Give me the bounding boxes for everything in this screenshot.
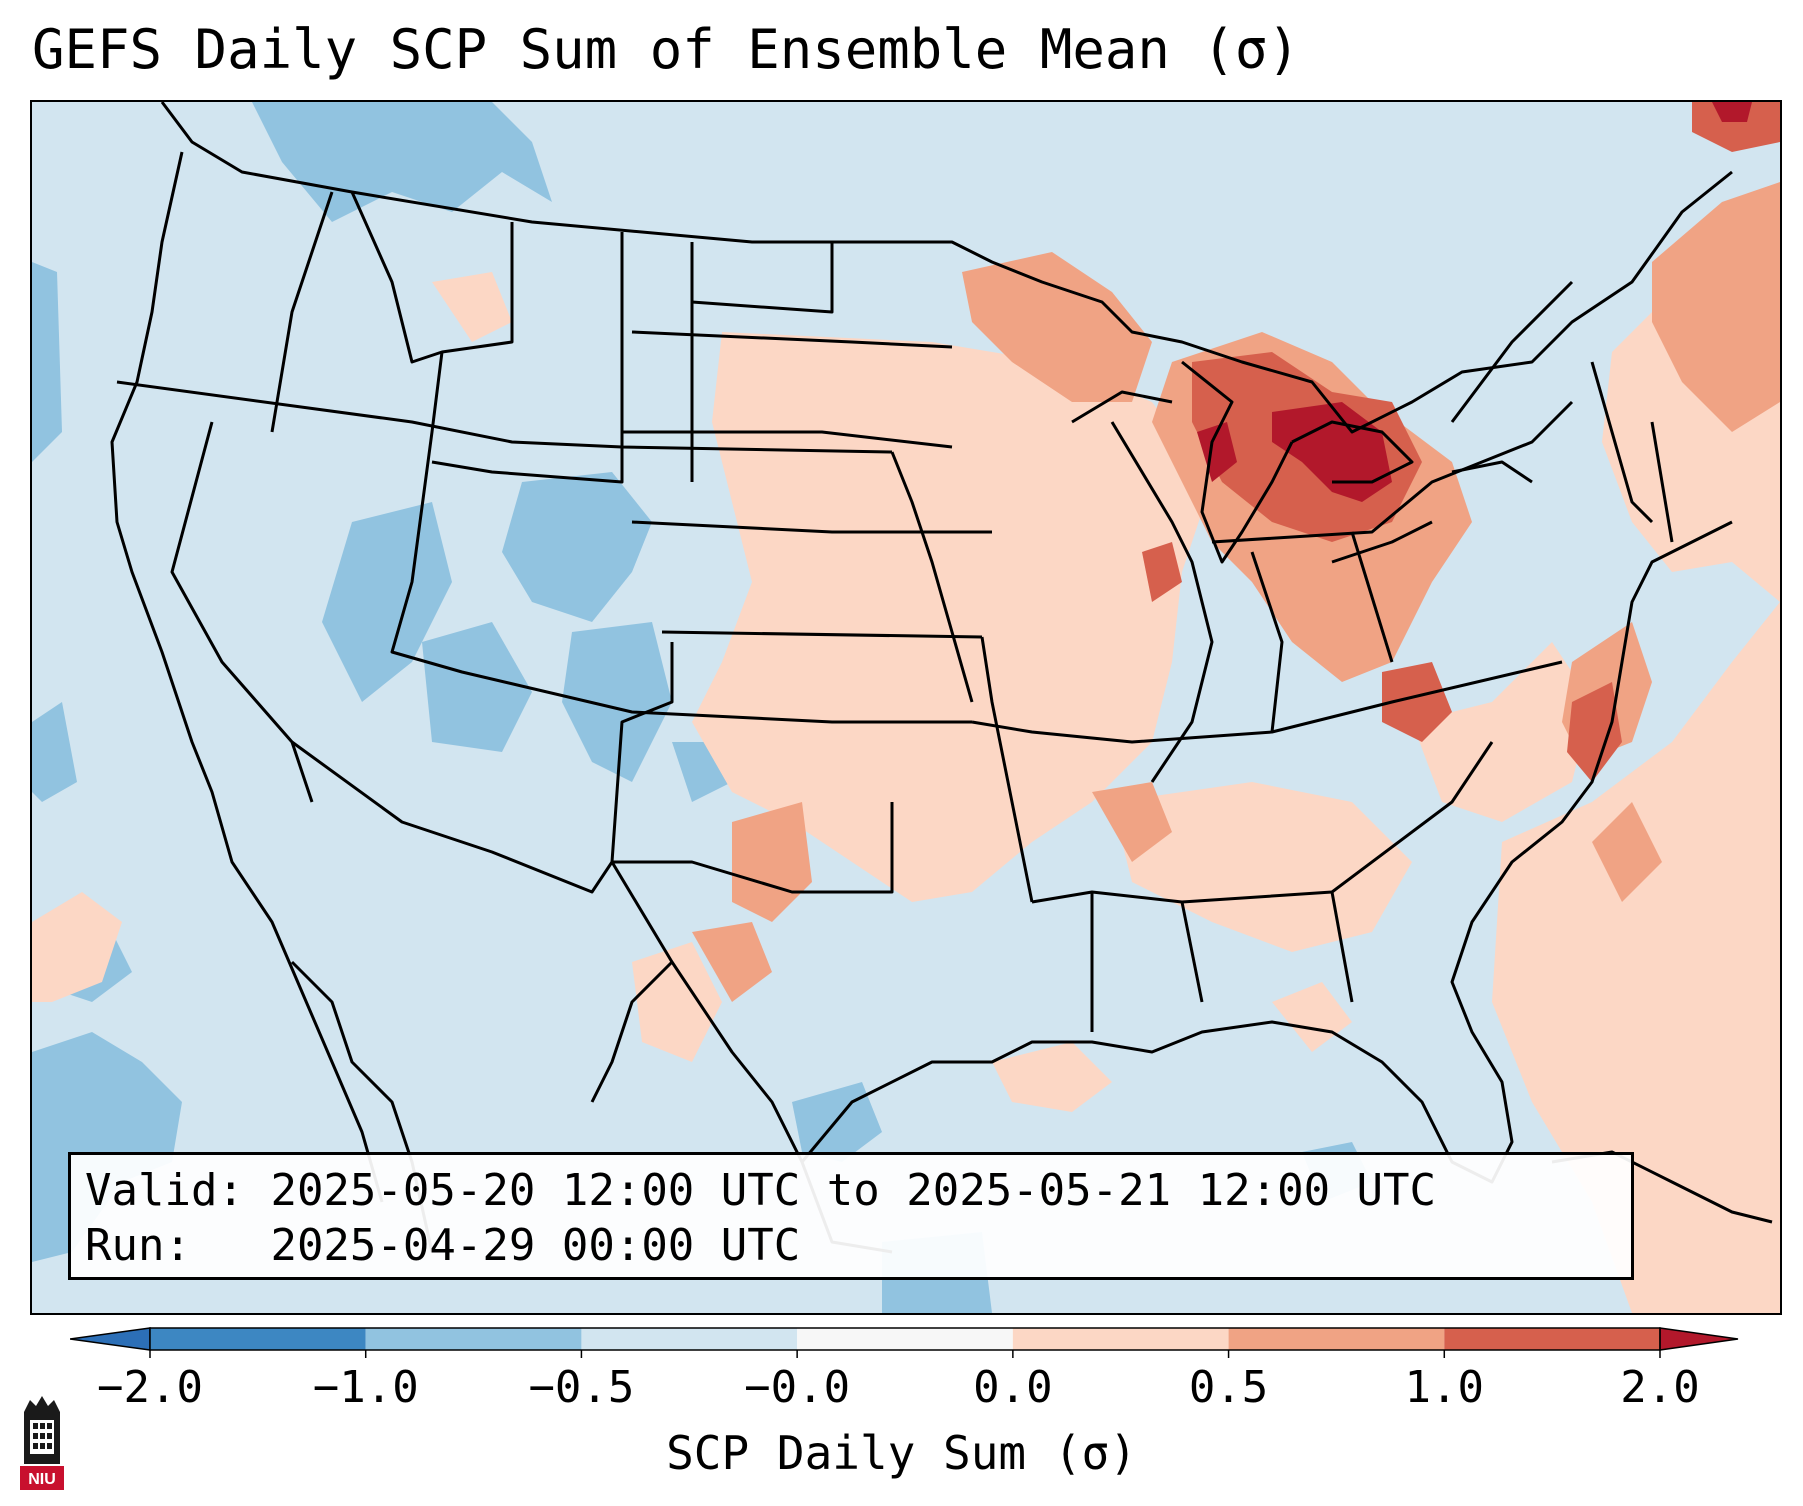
colorbar-bin — [1444, 1328, 1660, 1350]
colorbar-extend-low — [70, 1327, 151, 1351]
state-boundaries — [110, 102, 1773, 1254]
colorbar-tick-label: −2.0 — [97, 1362, 203, 1413]
run-info-box: Valid: 2025-05-20 12:00 UTC to 2025-05-2… — [68, 1152, 1634, 1280]
colorbar-bin — [1012, 1328, 1229, 1350]
map-canvas — [32, 102, 1780, 1313]
run-label: Run: — [85, 1220, 191, 1271]
map-panel — [30, 100, 1782, 1315]
colorbar-label: SCP Daily Sum (σ) — [666, 1426, 1137, 1480]
colorbar-tick-label: 2.0 — [1620, 1362, 1700, 1413]
svg-text:NIU: NIU — [28, 1471, 56, 1488]
colorbar-bin — [1228, 1328, 1445, 1350]
colorbar-bin — [365, 1328, 582, 1350]
colorbar-bin — [797, 1328, 1013, 1350]
colorbar — [70, 1327, 1739, 1358]
valid-value: 2025-05-20 12:00 UTC to 2025-05-21 12:00… — [270, 1165, 1437, 1216]
colorbar-tick-label: 0.0 — [973, 1362, 1053, 1413]
colorbar-outline — [149, 1327, 1661, 1351]
colorbar-bin — [581, 1328, 798, 1350]
valid-label: Valid: — [85, 1165, 244, 1216]
colorbar-tick-label: −0.5 — [528, 1362, 635, 1413]
negative-anomaly-patches — [32, 102, 1372, 1313]
niu-logo: NIU — [20, 1396, 64, 1490]
run-row: Run: 2025-04-29 00:00 UTC — [85, 1218, 1631, 1273]
anomaly-field — [32, 102, 1780, 1313]
colorbar-tick-label: 0.5 — [1188, 1362, 1269, 1413]
valid-row: Valid: 2025-05-20 12:00 UTC to 2025-05-2… — [85, 1163, 1631, 1218]
colorbar-tick-label: 1.0 — [1404, 1362, 1485, 1413]
map-title: GEFS Daily SCP Sum of Ensemble Mean (σ) — [32, 18, 1300, 81]
run-value: 2025-04-29 00:00 UTC — [270, 1220, 801, 1271]
colorbar-tick-label: −0.0 — [744, 1362, 851, 1413]
colorbar-bin — [150, 1328, 366, 1350]
colorbar-extend-high — [1659, 1327, 1739, 1351]
colorbar-tick-label: −1.0 — [312, 1362, 419, 1413]
